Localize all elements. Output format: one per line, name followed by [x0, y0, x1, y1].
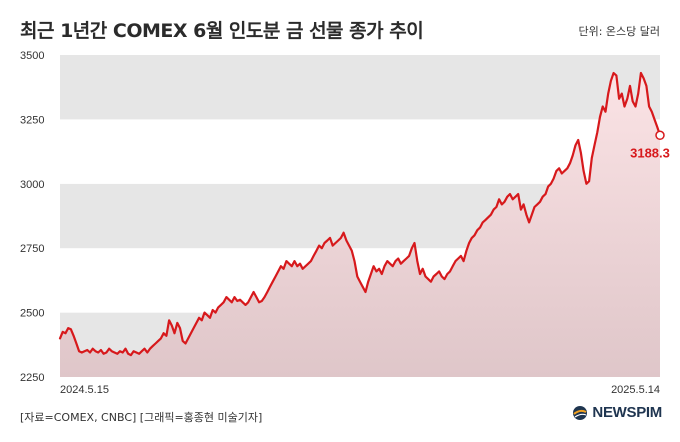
globe-icon [573, 405, 588, 420]
newspim-logo: NEWSPIM [572, 404, 662, 421]
last-point-marker [655, 130, 665, 141]
y-tick-label: 2750 [20, 243, 44, 255]
series-area [60, 73, 660, 377]
gold-futures-chart: 2250 2500 2750 3000 3250 3500 3188.3 2024.5.1… [20, 50, 670, 396]
series-line [58, 71, 662, 357]
y-axis-ticks: 2250 2500 2750 3000 3250 3500 [20, 50, 44, 384]
y-tick-label: 2500 [20, 308, 44, 320]
x-start-label: 2024.5.15 [60, 384, 109, 396]
y-tick-label: 3250 [20, 114, 44, 126]
last-value-label: 3188.3 [630, 145, 670, 160]
chart-title: 최근 1년간 COMEX 6월 인도분 금 선물 종가 추이 [20, 20, 424, 42]
y-tick-label: 2250 [20, 372, 44, 384]
y-tick-label: 3000 [20, 179, 44, 191]
unit-label: 단위: 온스당 달러 [578, 25, 660, 38]
logo-text: NEWSPIM [592, 404, 662, 421]
y-tick-label: 3500 [20, 50, 44, 62]
grid-band [60, 55, 660, 120]
source-credit: [자료=COMEX, CNBC] [그래픽=홍종현 미술기자] [20, 411, 263, 424]
x-end-label: 2025.5.14 [611, 384, 660, 396]
